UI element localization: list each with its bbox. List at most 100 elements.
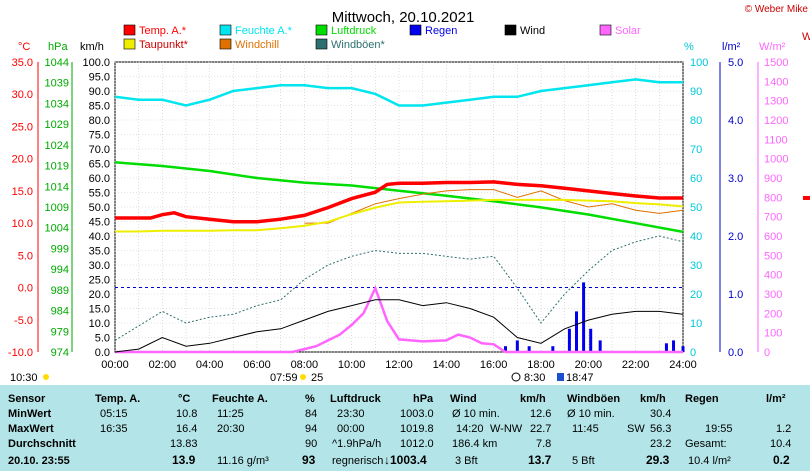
humidity-tick-label: 20 bbox=[690, 289, 702, 301]
row-label-min: MinWert bbox=[8, 408, 52, 420]
x-tick-label: 08:00 bbox=[291, 359, 319, 371]
rain-bar bbox=[664, 343, 668, 352]
legend-swatch bbox=[315, 24, 328, 36]
solar-tick-label: 400 bbox=[764, 270, 782, 282]
kmh-tick-label: 75.0 bbox=[89, 130, 110, 142]
solar-tick-label: 0 bbox=[764, 347, 770, 359]
wind-min-label: Ø 10 min. bbox=[452, 408, 500, 420]
humidity-tick-label: 0 bbox=[690, 347, 696, 359]
gust-title: Windböen bbox=[567, 393, 621, 405]
gust-max: 56.3 bbox=[650, 423, 672, 435]
hpa-tick-label: 1029 bbox=[45, 119, 69, 131]
x-tick-label: 20:00 bbox=[575, 359, 603, 371]
x-tick-label: 00:00 bbox=[101, 359, 129, 371]
hpa-tick-label: 1019 bbox=[45, 161, 69, 173]
legend-label: Windböen* bbox=[331, 39, 386, 51]
rain-bar bbox=[504, 346, 507, 352]
solar-tick-label: 100 bbox=[764, 328, 782, 340]
temp-tick-label: 10.0 bbox=[12, 218, 33, 230]
baro-state: regnerisch bbox=[332, 455, 384, 467]
wind-max: 22.7 bbox=[530, 423, 552, 435]
legend-swatch bbox=[123, 24, 136, 36]
solar-line bbox=[115, 284, 683, 354]
chart-legend: Temp. A.* Feuchte A.* Luftdruck Regen Wind So… bbox=[123, 24, 641, 51]
legend-label: Regen bbox=[425, 25, 457, 37]
rain-tick-label: 5.0 bbox=[728, 57, 743, 69]
rain-bar bbox=[575, 311, 578, 352]
rain-tick-label: 2.0 bbox=[728, 231, 743, 243]
legend-label: Solar bbox=[615, 25, 641, 37]
left-time-label: 10:30 bbox=[10, 372, 38, 384]
legend-swatch bbox=[219, 38, 232, 50]
hpa-tick-label: 1024 bbox=[45, 140, 69, 152]
legend-swatch bbox=[219, 24, 232, 36]
solar-tick-label: 1000 bbox=[764, 154, 788, 166]
kmh-tick-label: 5.0 bbox=[95, 333, 110, 345]
row-label-max: MaxWert bbox=[8, 423, 54, 435]
x-tick-label: 18:00 bbox=[527, 359, 555, 371]
gust-current: 29.3 bbox=[646, 453, 670, 467]
rain-max: 1.2 bbox=[776, 423, 792, 435]
humidity-tick-label: 90 bbox=[690, 86, 702, 98]
solar-tick-label: 800 bbox=[764, 192, 782, 204]
kmh-tick-label: 0.0 bbox=[95, 347, 110, 359]
solar-tick-label: 1200 bbox=[764, 115, 788, 127]
kmh-tick-label: 10.0 bbox=[89, 318, 110, 330]
solar-tick-label: 900 bbox=[764, 173, 782, 185]
wind-line bbox=[114, 299, 684, 353]
solar-axis-unit: W/m² bbox=[759, 41, 786, 53]
hpa-tick-label: 999 bbox=[51, 243, 69, 255]
rain-title: Regen bbox=[685, 393, 719, 405]
temp-tick-label: 5.0 bbox=[18, 250, 33, 262]
hum-current: 93 bbox=[302, 453, 316, 467]
humidity-tick-label: 80 bbox=[690, 115, 702, 127]
humidity-tick-label: 70 bbox=[690, 144, 702, 156]
temp-tick-label: 15.0 bbox=[12, 186, 33, 198]
sunset-icon bbox=[557, 373, 564, 381]
wind-dist: 186.4 km bbox=[452, 438, 498, 450]
x-tick-label: 02:00 bbox=[149, 359, 177, 371]
temp-tick-label: 35.0 bbox=[12, 57, 33, 69]
hpa-axis-unit: hPa bbox=[48, 41, 68, 53]
moon-icon bbox=[511, 372, 521, 382]
rain-unit: l/m² bbox=[766, 393, 786, 405]
rain-tick-label: 4.0 bbox=[728, 115, 743, 127]
x-tick-label: 10:00 bbox=[338, 359, 366, 371]
chart-title: Mittwoch, 20.10.2021 bbox=[332, 9, 475, 26]
rain-bar bbox=[672, 340, 676, 352]
rain-total-label: Gesamt: bbox=[685, 438, 727, 450]
temp-tick-label: -5.0 bbox=[14, 315, 33, 327]
rain-tick-label: 3.0 bbox=[728, 173, 743, 185]
solar-tick-label: 1400 bbox=[764, 76, 788, 88]
hpa-tick-label: 974 bbox=[51, 347, 69, 359]
legend-label: Feuchte A.* bbox=[235, 25, 293, 37]
kmh-tick-label: 25.0 bbox=[89, 275, 110, 287]
rain-total: 10.4 bbox=[770, 438, 792, 450]
humidity-tick-label: 40 bbox=[690, 231, 702, 243]
statistics-panel: Sensor MinWert MaxWert Durchschnitt 20.1… bbox=[0, 385, 810, 471]
temp-max-time: 16:35 bbox=[100, 423, 128, 435]
solar-tick-label: 1100 bbox=[764, 134, 788, 146]
humidity-tick-label: 60 bbox=[690, 173, 702, 185]
hpa-tick-label: 1039 bbox=[45, 78, 69, 90]
wind-bft: 3 Bft bbox=[455, 455, 478, 467]
hpa-tick-label: 1004 bbox=[45, 223, 69, 235]
legend-swatch bbox=[504, 24, 517, 36]
row-label-current: 20.10. 23:55 bbox=[8, 455, 70, 467]
cut-off-label: W bbox=[802, 31, 810, 43]
rain-bar bbox=[589, 328, 593, 352]
x-tick-label: 04:00 bbox=[196, 359, 224, 371]
kmh-tick-label: 50.0 bbox=[89, 202, 110, 214]
solar-tick-label: 1500 bbox=[764, 57, 788, 69]
temp-tick-label: 0.0 bbox=[18, 283, 33, 295]
kmh-tick-label: 20.0 bbox=[89, 289, 110, 301]
rain-current: 0.2 bbox=[773, 453, 790, 467]
temp-min-time: 05:15 bbox=[100, 408, 128, 420]
kmh-tick-label: 45.0 bbox=[89, 217, 110, 229]
legend-swatch bbox=[409, 24, 422, 36]
chart-axes: 35.0 30.0 25.0 20.0 15.0 10.0 5.0 0.0 -5.0 -10.0 1… bbox=[8, 41, 789, 384]
kmh-tick-label: 30.0 bbox=[89, 260, 110, 272]
humidity-tick-label: 10 bbox=[690, 318, 702, 330]
rain-bar bbox=[681, 346, 685, 352]
temp-tick-label: 20.0 bbox=[12, 154, 33, 166]
